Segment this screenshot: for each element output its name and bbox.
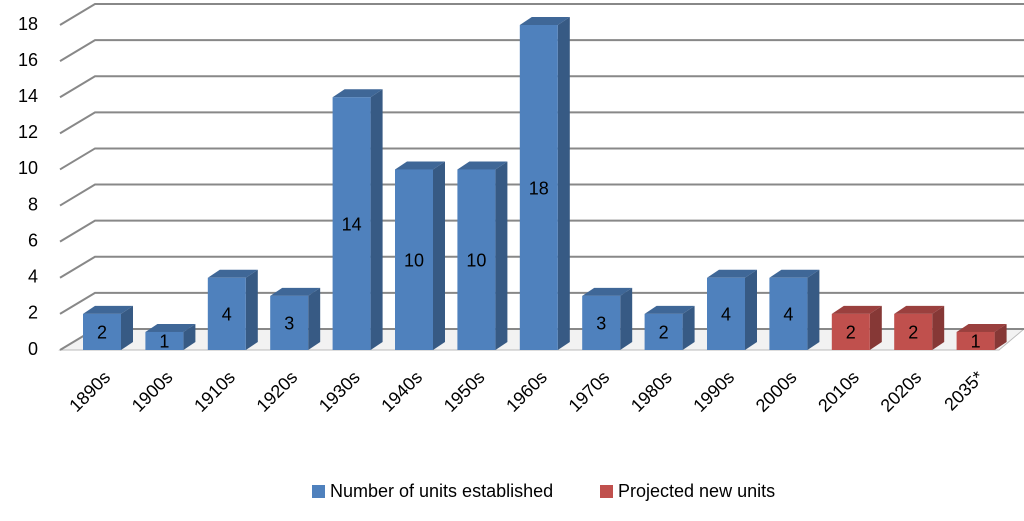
x-tick-label: 1910s: [190, 367, 239, 416]
bar-side: [745, 269, 757, 350]
legend-label: Projected new units: [618, 481, 775, 501]
y-tick-label: 18: [18, 14, 38, 34]
data-label: 2: [908, 323, 918, 343]
data-label: 10: [404, 250, 424, 270]
y-tick-label: 16: [18, 50, 38, 70]
data-label: 2: [97, 323, 107, 343]
data-label: 2: [659, 323, 669, 343]
bar-top: [707, 269, 757, 278]
bar: [769, 277, 808, 350]
bar: [145, 331, 184, 350]
y-tick-label: 4: [28, 267, 38, 287]
bar-top: [270, 287, 321, 296]
x-tick-label: 1980s: [627, 367, 676, 416]
bar-top: [519, 17, 570, 25]
bar: [707, 277, 745, 350]
bar: [644, 313, 683, 350]
x-tick-label: 1930s: [315, 367, 364, 416]
data-label: 2: [846, 323, 856, 343]
legend-label: Number of units established: [330, 481, 553, 501]
bar-side: [932, 305, 945, 350]
x-tick-label: 2000s: [752, 367, 801, 416]
bar-side: [121, 305, 133, 350]
bar: [332, 97, 371, 350]
data-label: 1: [971, 332, 981, 352]
grid-line: [59, 39, 1024, 62]
bar-top: [332, 89, 383, 98]
data-label: 3: [284, 314, 294, 334]
x-tick-label: 1950s: [440, 367, 489, 416]
bar-side: [433, 161, 445, 350]
bar-side: [308, 287, 321, 350]
data-label: 10: [466, 250, 486, 270]
bar-side: [183, 323, 196, 350]
bar-top: [769, 269, 820, 278]
grid-line: [59, 183, 1024, 207]
bar: [457, 169, 496, 350]
y-tick-label: 8: [28, 194, 38, 214]
y-tick-label: 12: [18, 122, 38, 142]
grid-line: [59, 255, 1024, 279]
x-tick-label: 1920s: [253, 367, 302, 416]
x-tick-label: 1900s: [128, 367, 177, 416]
x-tick-label: 2035*: [940, 367, 987, 414]
bar: [894, 313, 933, 350]
bar-top: [582, 287, 633, 296]
data-label: 4: [721, 305, 731, 325]
x-tick-label: 1960s: [502, 367, 551, 416]
y-tick-label: 10: [18, 158, 38, 178]
bar: [582, 295, 621, 350]
bar-top: [956, 323, 1007, 332]
y-tick-label: 0: [28, 339, 38, 359]
bar-top: [207, 269, 258, 278]
grid-line: [59, 147, 1024, 171]
bar-side: [370, 89, 383, 350]
bar-top: [894, 305, 945, 314]
y-tick-label: 2: [28, 303, 38, 323]
data-label: 1: [159, 332, 169, 352]
data-label: 4: [783, 305, 793, 325]
x-tick-label: 2020s: [877, 367, 926, 416]
x-tick-label: 1990s: [689, 367, 738, 416]
y-tick-label: 6: [28, 230, 38, 250]
bar-side: [682, 305, 695, 350]
x-tick-label: 1940s: [377, 367, 426, 416]
x-tick-label: 1890s: [65, 367, 114, 416]
data-label: 18: [529, 178, 549, 198]
data-label: 14: [342, 214, 362, 234]
grid-line: [59, 75, 1024, 99]
bar-top: [395, 161, 445, 170]
bar: [207, 277, 246, 350]
grid-line: [59, 3, 1024, 26]
grid-line: [59, 111, 1024, 135]
x-tick-label: 1970s: [565, 367, 614, 416]
bar-side: [994, 323, 1007, 350]
data-label: 3: [596, 314, 606, 334]
x-tick-label: 2010s: [814, 367, 863, 416]
legend-swatch: [600, 485, 613, 498]
bar-side: [807, 269, 820, 350]
grid-line: [59, 219, 1024, 243]
bar: [395, 169, 433, 350]
y-tick-label: 14: [18, 86, 38, 106]
bar: [270, 295, 309, 350]
bar-side: [495, 161, 508, 350]
bar-top: [644, 305, 695, 314]
bar-top: [831, 305, 882, 314]
bar-top: [145, 323, 196, 332]
bar: [519, 25, 558, 350]
bar-top: [83, 305, 133, 314]
bar-top: [457, 161, 508, 170]
bar: [83, 313, 121, 350]
bar: [956, 331, 995, 350]
data-label: 4: [222, 305, 232, 325]
bar-side: [557, 17, 570, 350]
bar: [831, 313, 870, 350]
bar-side: [869, 305, 882, 350]
legend-swatch: [312, 485, 325, 498]
bar-side: [620, 287, 633, 350]
bar-side: [245, 269, 258, 350]
